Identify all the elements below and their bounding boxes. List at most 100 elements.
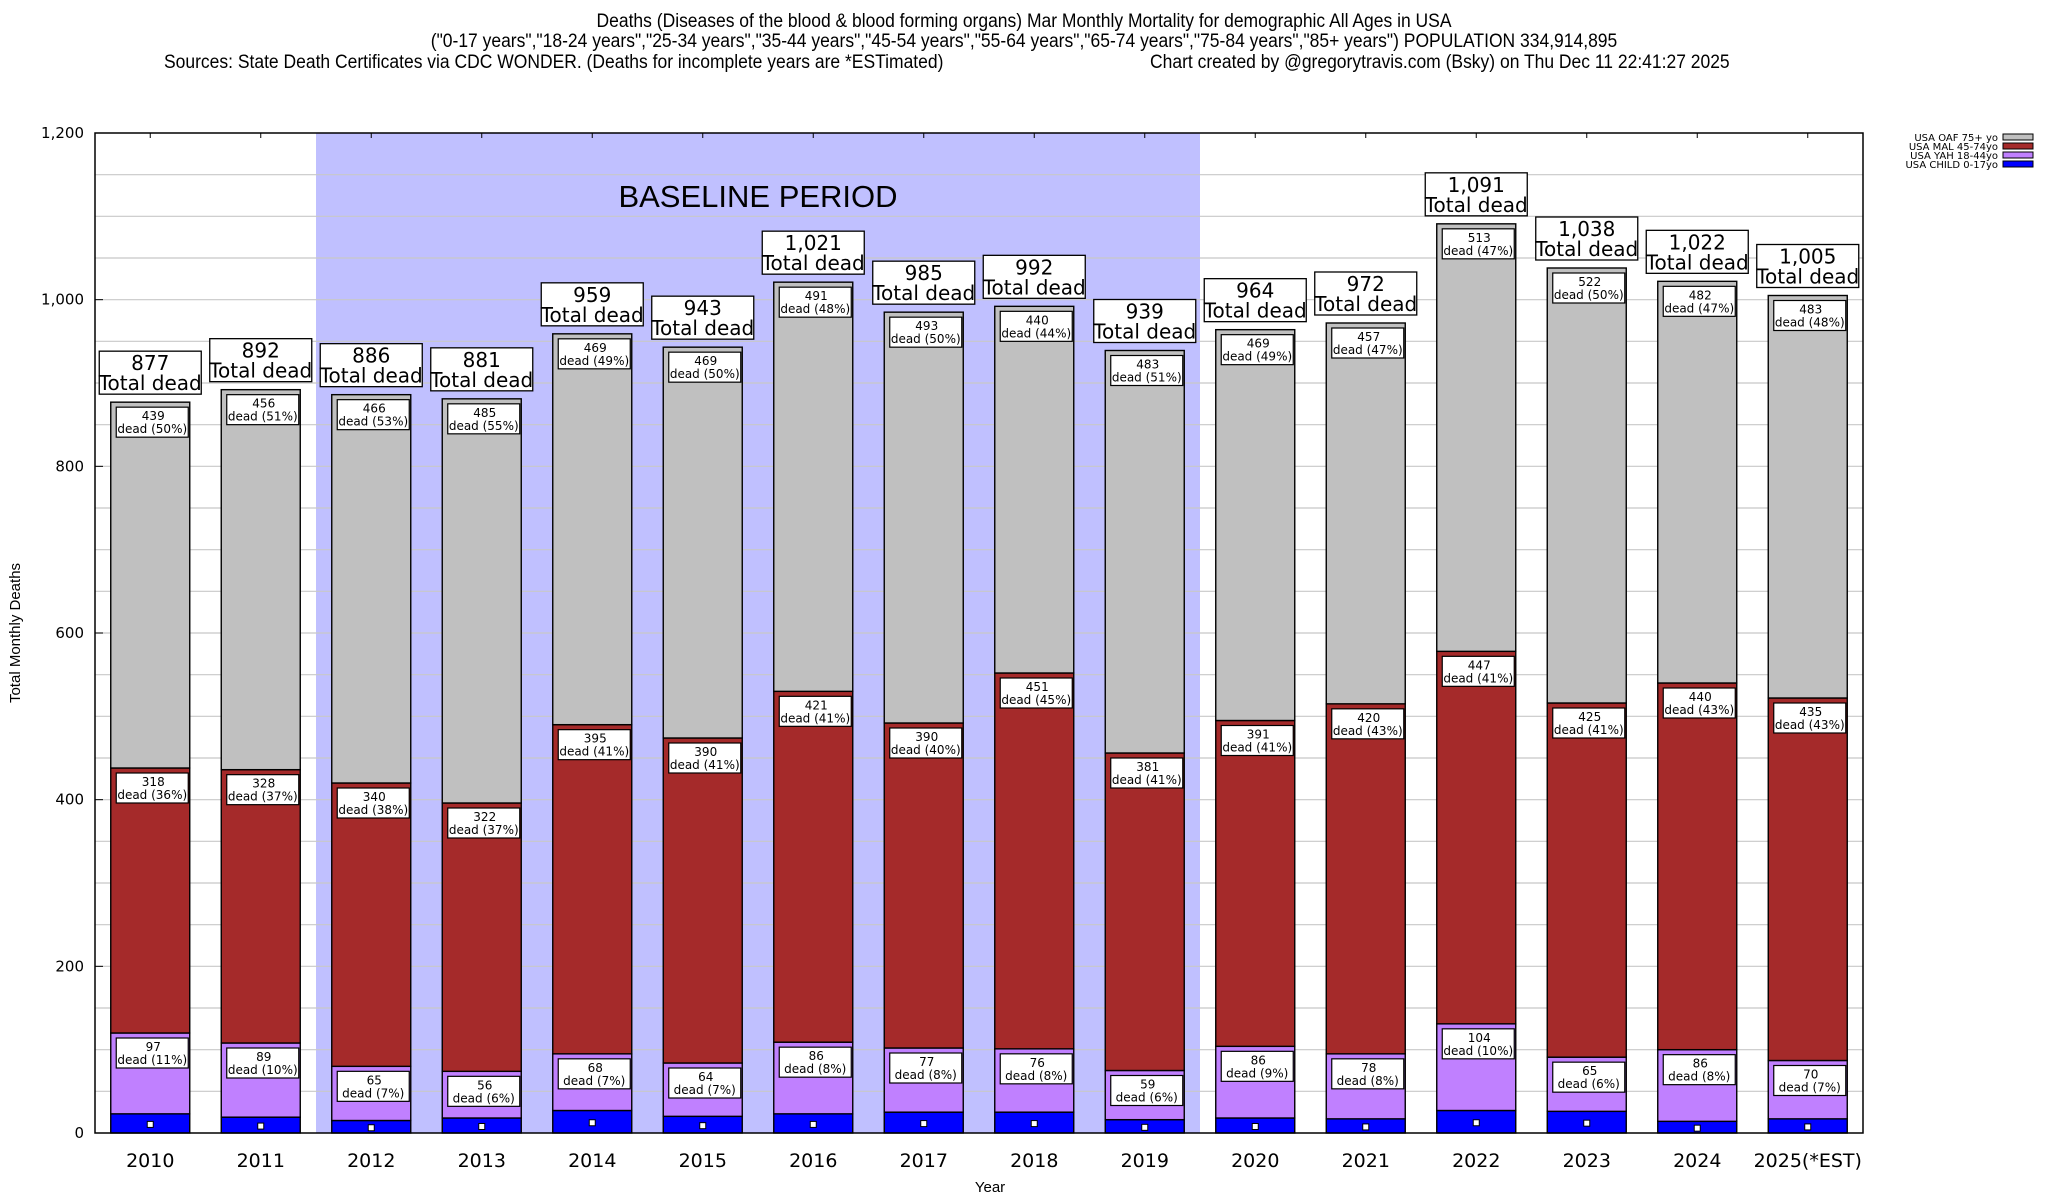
segment-label-percent: dead (6%) [1116,1091,1178,1105]
bar-segment-usa-mal-45-74yo-2016 [773,690,854,1043]
segment-label-value: 395 [584,732,607,746]
total-label-value: 1,005 [1779,245,1836,269]
x-axis-title: Year [975,1179,1005,1196]
total-label-text: Total dead [871,281,975,305]
x-tick-label: 2023 [1563,1150,1611,1172]
segment-label-value: 421 [805,698,828,712]
x-tick-label: 2015 [679,1150,727,1172]
child-marker [1251,1123,1259,1130]
chart-credit: Chart created by @gregorytravis.com (Bsk… [1150,52,1730,73]
bar-segment-usa-oaf-75-yo-2015 [662,346,743,739]
segment-label-value: 340 [363,790,386,804]
bar-segment-usa-oaf-75-yo-2013 [441,398,522,804]
segment-label-box [1662,1054,1736,1086]
segment-label-box [1552,272,1626,304]
segment-label-box [668,742,742,774]
segment-label-percent: dead (36%) [117,788,187,802]
bar-segment-usa-mal-45-74yo-2022 [1436,650,1517,1025]
total-label-value: 1,091 [1448,173,1505,197]
segment-label-value: 68 [588,1061,603,1075]
segment-label-value: 322 [473,810,496,824]
total-label-box [540,282,644,327]
segment-label-value: 65 [367,1073,382,1087]
total-label-box [651,295,755,340]
segment-label-value: 425 [1578,710,1601,724]
segment-label-percent: dead (48%) [1775,316,1845,330]
child-marker [1804,1123,1812,1131]
segment-label-percent: dead (55%) [449,419,519,433]
bar-segment-usa-mal-45-74yo-2019 [1104,752,1185,1072]
bar-segment-usa-mal-45-74yo-2014 [552,723,633,1055]
segment-label-value: 86 [1251,1053,1266,1067]
bar-segment-usa-oaf-75-yo-2025 [1767,294,1848,699]
child-marker [1362,1123,1370,1131]
segment-label-box [1110,757,1184,789]
segment-label-box [889,1052,963,1084]
segment-label-box [226,1047,300,1079]
segment-label-box [447,1075,521,1107]
segment-label-box [1331,1058,1405,1090]
x-tick-label: 2024 [1673,1150,1721,1172]
x-tick-label: 2011 [237,1150,285,1172]
segment-label-value: 466 [363,402,386,416]
segment-label-value: 381 [1136,760,1159,774]
total-label-text: Total dead [650,316,754,340]
x-tick-label: 2019 [1121,1150,1169,1172]
segment-label-value: 457 [1357,330,1380,344]
segment-label-box [336,1070,410,1102]
child-marker [478,1123,486,1130]
chart-header: Deaths (Diseases of the blood & blood fo… [0,12,2048,52]
segment-label-percent: dead (7%) [563,1074,625,1088]
total-label-text: Total dead [1203,299,1307,323]
segment-label-percent: dead (53%) [338,415,408,429]
x-tick-label: 2018 [1010,1150,1058,1172]
segment-label-percent: dead (47%) [1664,301,1734,315]
total-label-value: 1,021 [785,231,842,255]
y-tick-label: 600 [55,624,84,642]
segment-label-box [1331,708,1405,740]
bar-segment-usa-mal-45-74yo-2023 [1546,702,1627,1058]
child-marker [367,1124,375,1132]
segment-label-value: 485 [473,406,496,420]
bar-segment-usa-oaf-75-yo-2019 [1104,349,1185,754]
segment-label-box [1220,1050,1294,1082]
segment-label-box [1773,1064,1847,1097]
y-tick-label: 800 [55,457,84,475]
segment-label-box [226,394,300,426]
x-tick-label: 2025(*EST) [1754,1150,1862,1172]
segment-label-percent: dead (47%) [1443,244,1513,258]
segment-label-value: 104 [1468,1031,1491,1045]
segment-label-value: 435 [1799,705,1822,719]
segment-label-value: 390 [694,745,717,759]
segment-label-value: 483 [1799,303,1822,317]
segment-label-box [1773,299,1847,332]
legend-label: USA OAF 75+ yo [1914,133,1998,144]
segment-label-percent: dead (41%) [1112,773,1182,787]
segment-label-box [1220,724,1294,757]
segment-label-box [1662,687,1736,719]
segment-label-percent: dead (10%) [228,1063,298,1077]
segment-label-percent: dead (41%) [780,711,850,725]
segment-label-box [999,1053,1073,1085]
total-label-value: 972 [1347,272,1385,296]
segment-label-percent: dead (41%) [1554,723,1624,737]
segment-label-box [1441,655,1515,687]
segment-label-value: 65 [1582,1064,1597,1078]
segment-label-value: 86 [809,1049,824,1063]
bar-segment-usa-mal-45-74yo-2011 [220,768,301,1044]
segment-label-value: 447 [1468,658,1491,672]
segment-label-percent: dead (6%) [1558,1077,1620,1091]
segment-label-box [1331,327,1405,359]
child-marker [588,1119,596,1127]
segment-label-value: 89 [256,1050,271,1064]
total-label-box [209,338,313,383]
legend-label: USA YAH 18-44yo [1910,151,1998,162]
bar-segment-usa-oaf-75-yo-2016 [773,281,854,693]
total-label-text: Total dead [982,275,1086,299]
total-label-box [1535,216,1639,261]
total-label-value: 881 [463,348,501,372]
segment-label-value: 440 [1026,313,1049,327]
segment-label-box [778,695,852,727]
segment-label-value: 451 [1026,680,1049,694]
bar-segment-usa-oaf-75-yo-2023 [1546,267,1627,704]
